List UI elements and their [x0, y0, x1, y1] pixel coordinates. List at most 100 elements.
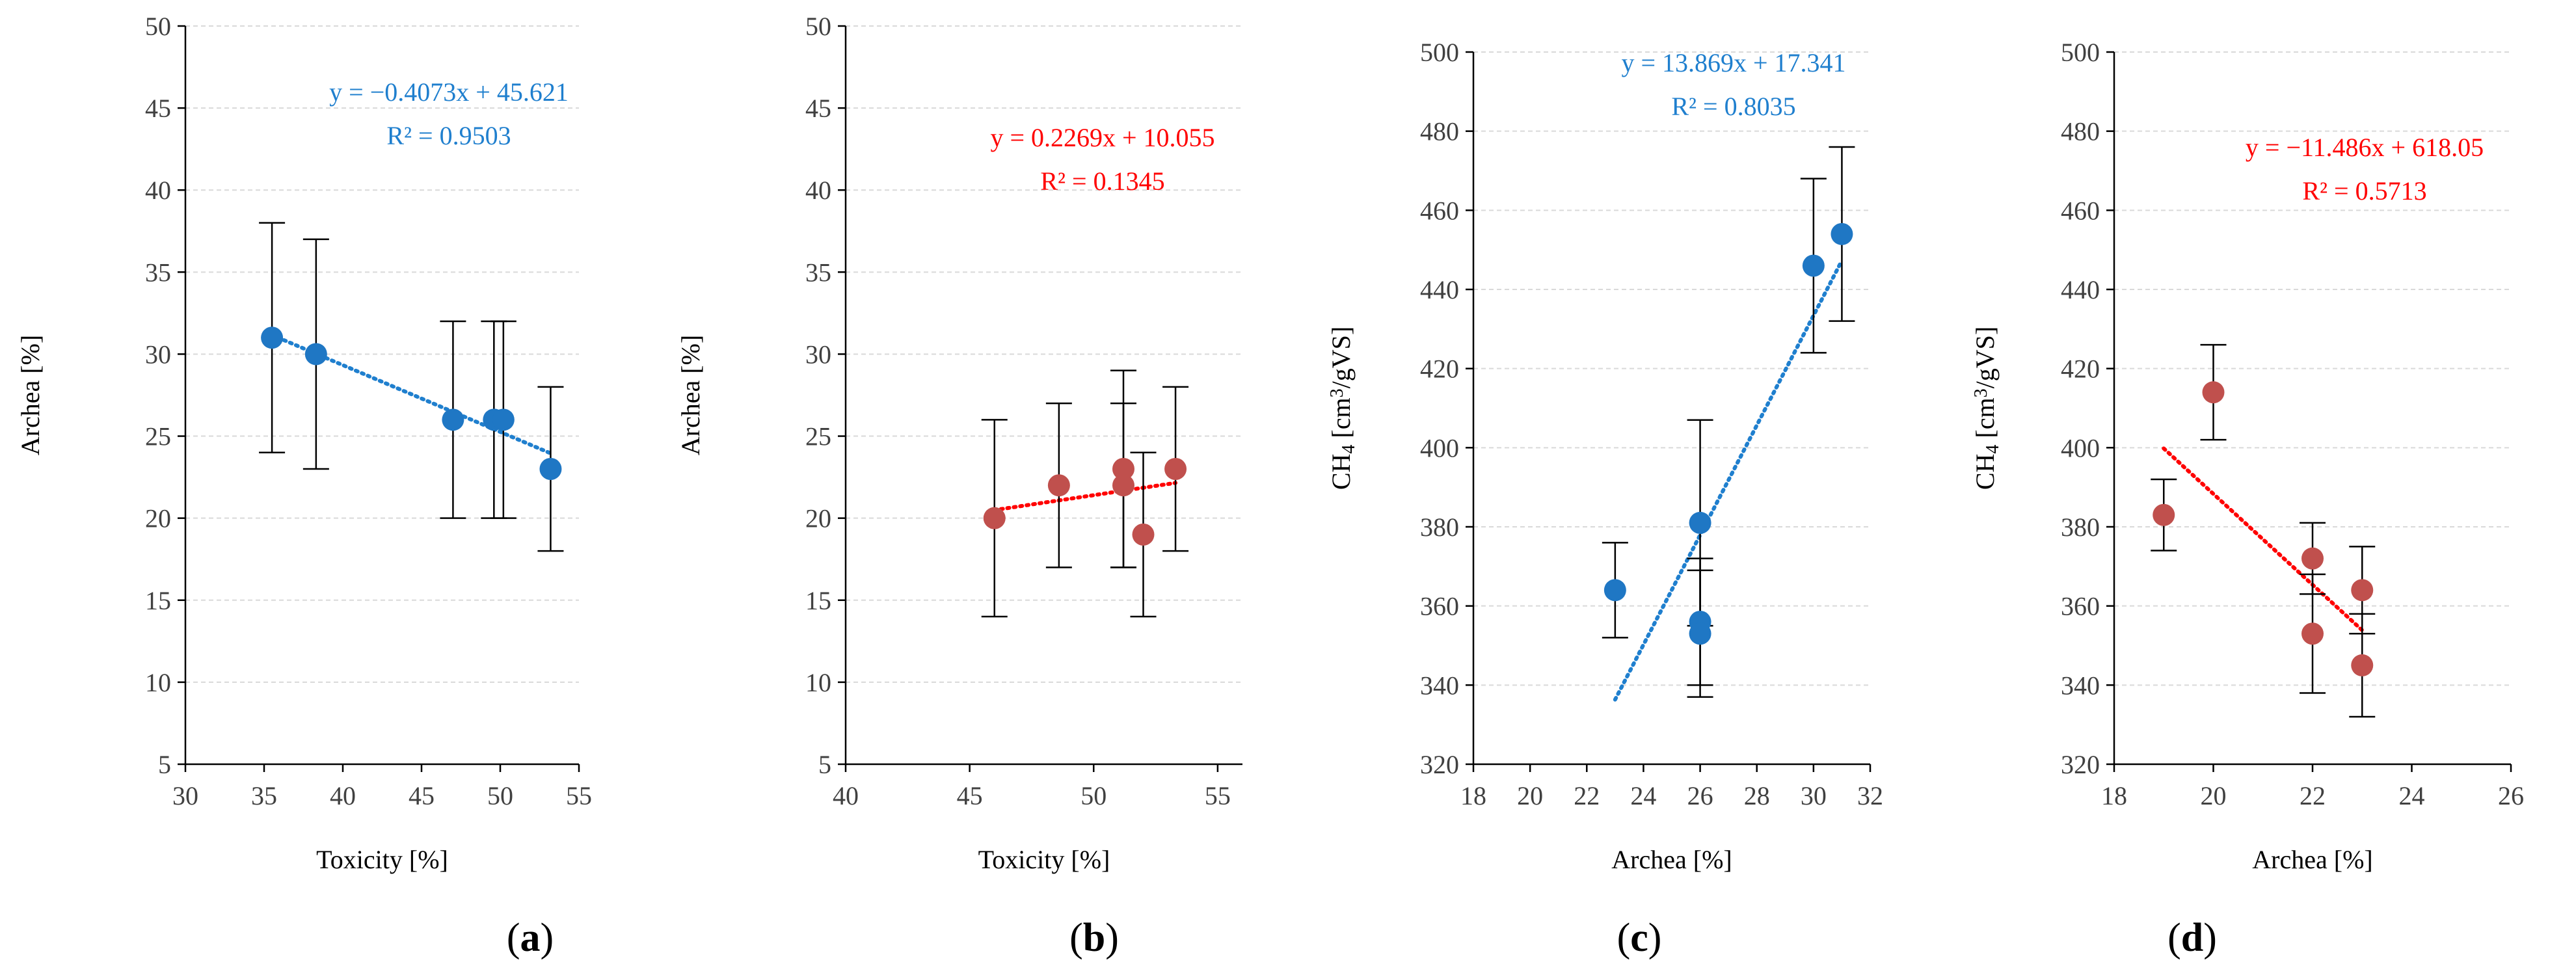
- chart-panel-b: 5 10 15 20 25 30 35 40 45 50 40 45 50 55 Toxicity [%] A…: [676, 12, 1242, 960]
- y-axis-title-part: /gVS]: [1326, 327, 1356, 389]
- y-axis-title: Archea [%]: [16, 335, 45, 455]
- x-tick-label: 20: [1517, 781, 1543, 810]
- trendline: [1613, 258, 1844, 702]
- x-tick-label: 18: [1460, 781, 1486, 810]
- panel-letter: b: [1083, 916, 1105, 960]
- y-tick-label: 50: [805, 12, 831, 41]
- data-point: [1802, 254, 1825, 277]
- data-point: [2153, 503, 2175, 526]
- data-point: [1689, 622, 1711, 645]
- y-axis-title: Archea [%]: [676, 335, 705, 455]
- x-tick-label: 30: [172, 781, 198, 810]
- data-point: [2202, 381, 2225, 404]
- y-tick-label: 50: [145, 12, 171, 41]
- r-squared-label: R² = 0.9503: [386, 121, 511, 150]
- data-point: [1831, 222, 1853, 245]
- data-point: [2351, 654, 2374, 676]
- y-axis-title-part: 3: [1327, 388, 1347, 397]
- y-tick-label: 400: [1420, 433, 1459, 462]
- data-point: [442, 408, 464, 431]
- panel-letter: a: [520, 916, 541, 960]
- y-tick-label: 440: [2061, 275, 2100, 304]
- data-point: [983, 507, 1006, 529]
- x-axis-title: Toxicity [%]: [316, 845, 448, 874]
- y-axis-title-part: 4: [1983, 445, 2003, 454]
- y-axis-title-part: 3: [1971, 388, 1991, 397]
- trendline-equation: y = −0.4073x + 45.621: [329, 77, 569, 107]
- x-tick-label: 30: [1801, 781, 1827, 810]
- y-axis-title-part: 4: [1339, 445, 1359, 454]
- data-point: [2301, 547, 2324, 570]
- y-axis-title: CH4 [cm3/gVS]: [1970, 327, 2003, 490]
- data-point: [2351, 579, 2374, 602]
- y-tick-label: 20: [805, 504, 831, 533]
- x-tick-label: 40: [833, 781, 859, 810]
- data-point: [1132, 523, 1155, 546]
- y-tick-label: 25: [145, 422, 171, 451]
- y-tick-label: 40: [145, 176, 171, 205]
- y-tick-label: 30: [145, 340, 171, 369]
- r-squared-label: R² = 0.1345: [1040, 167, 1164, 196]
- y-axis-title-part: [cm: [1970, 397, 2000, 444]
- data-point: [304, 343, 327, 366]
- y-tick-label: 320: [2061, 750, 2100, 779]
- x-tick-label: 55: [1205, 781, 1231, 810]
- data-point: [1689, 511, 1711, 534]
- y-axis-title-part: CH: [1326, 454, 1356, 490]
- y-tick-label: 420: [1420, 354, 1459, 384]
- data-point: [2301, 622, 2324, 645]
- trendline: [992, 481, 1178, 513]
- y-tick-label: 5: [158, 750, 171, 779]
- y-tick-label: 5: [818, 750, 831, 779]
- y-tick-label: 45: [805, 94, 831, 123]
- x-tick-label: 50: [1080, 781, 1107, 810]
- panel-label: (d): [2167, 916, 2217, 960]
- x-axis-title: Toxicity [%]: [978, 845, 1110, 874]
- x-tick-label: 35: [251, 781, 277, 810]
- chart-panel-d: 320 340 360 380 400 420 440 460 480 500 18 20 22 24 26…: [1970, 38, 2524, 960]
- x-tick-label: 40: [330, 781, 356, 810]
- y-tick-label: 380: [2061, 513, 2100, 542]
- x-tick-label: 18: [2101, 781, 2127, 810]
- y-tick-label: 360: [2061, 592, 2100, 621]
- y-tick-label: 360: [1420, 592, 1459, 621]
- y-tick-label: 460: [2061, 196, 2100, 225]
- x-tick-label: 50: [487, 781, 513, 810]
- y-tick-label: 15: [145, 586, 171, 615]
- x-tick-label: 26: [1687, 781, 1713, 810]
- x-tick-label: 55: [566, 781, 592, 810]
- data-point: [1047, 474, 1070, 497]
- y-axis-title: CH4 [cm3/gVS]: [1326, 327, 1359, 490]
- panel-label: (c): [1617, 916, 1662, 960]
- panel-label: (a): [507, 916, 554, 960]
- x-tick-label: 22: [2300, 781, 2326, 810]
- trendline-equation: y = −11.486x + 618.05: [2246, 133, 2484, 162]
- y-tick-label: 480: [2061, 117, 2100, 146]
- y-tick-label: 420: [2061, 354, 2100, 384]
- x-tick-label: 24: [1630, 781, 1656, 810]
- y-tick-label: 500: [1420, 38, 1459, 67]
- r-squared-label: R² = 0.8035: [1671, 92, 1795, 121]
- x-tick-label: 45: [957, 781, 983, 810]
- chart-panel-c: 320 340 360 380 400 420 440 460 480 500 18 20 22 24 26…: [1326, 38, 1883, 960]
- y-tick-label: 460: [1420, 196, 1459, 225]
- data-point: [1603, 579, 1626, 602]
- chart-panel-a: 5 10 15 20 25 30 35 40 45 50 30 35 40 45 50 55 Toxicity …: [16, 12, 592, 960]
- x-tick-label: 20: [2201, 781, 2227, 810]
- data-point: [261, 327, 284, 349]
- y-tick-label: 35: [805, 258, 831, 287]
- r-squared-label: R² = 0.5713: [2302, 176, 2426, 206]
- y-tick-label: 40: [805, 176, 831, 205]
- panel-letter: d: [2181, 916, 2203, 960]
- x-tick-label: 24: [2399, 781, 2425, 810]
- y-tick-label: 480: [1420, 117, 1459, 146]
- y-tick-label: 340: [2061, 671, 2100, 700]
- data-point: [492, 408, 515, 431]
- y-tick-label: 10: [805, 668, 831, 697]
- y-tick-label: 25: [805, 422, 831, 451]
- y-axis-title-part: [cm: [1326, 397, 1356, 444]
- x-tick-label: 28: [1744, 781, 1770, 810]
- data-point: [1112, 474, 1134, 497]
- y-tick-label: 10: [145, 668, 171, 697]
